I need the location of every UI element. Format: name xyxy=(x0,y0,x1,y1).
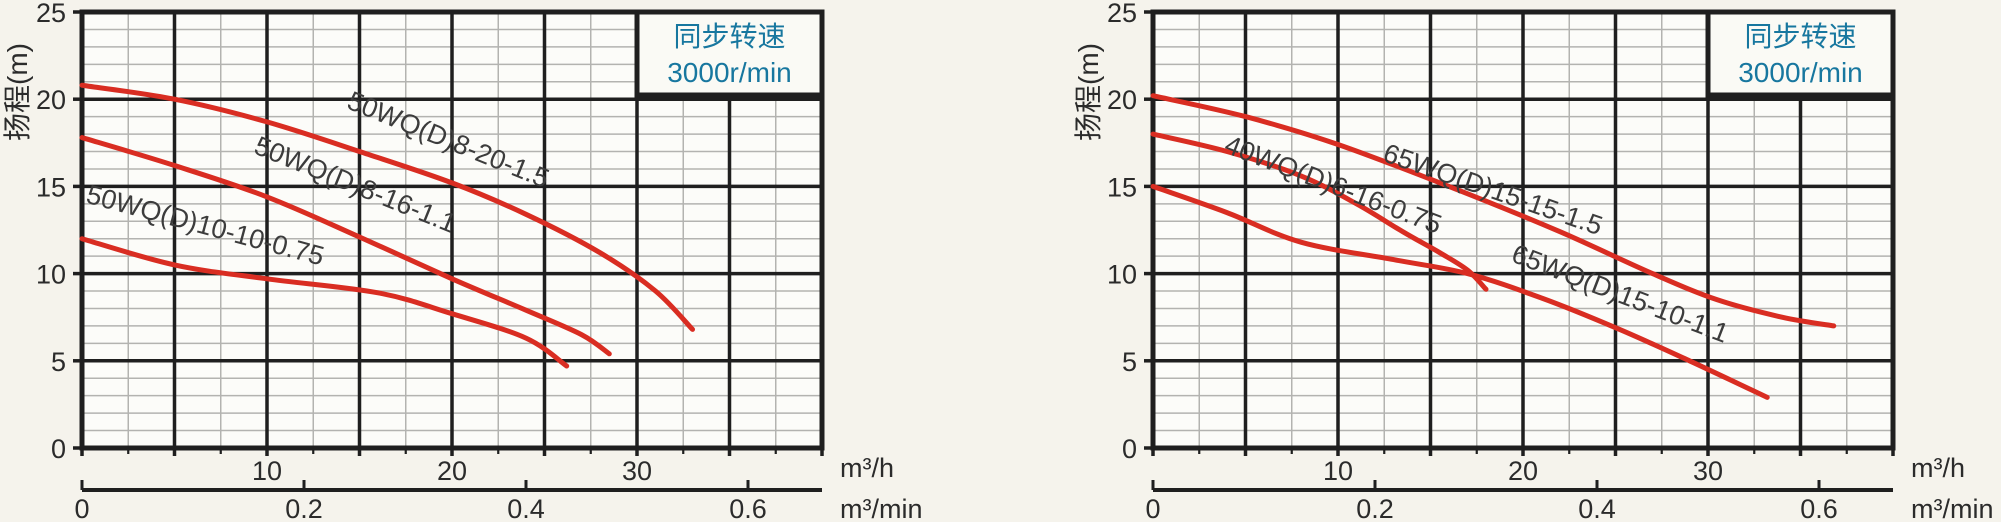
legend: 同步转速 3000r/min xyxy=(634,9,825,98)
secondary-tick-label: 0 xyxy=(74,494,89,522)
x-unit-primary-label: m³/h xyxy=(1911,453,1965,483)
secondary-tick-label: 0.2 xyxy=(1356,494,1394,522)
secondary-axis: 0 0.2 0.4 0.6 xyxy=(1145,480,1893,522)
legend-box xyxy=(1705,9,1896,98)
chart-right: 同步转速3000r/min65WQ(D)15-15-1.540WQ(D)6-16… xyxy=(1073,0,1994,522)
plot-border xyxy=(1150,9,1896,451)
x-tick-label: 10 xyxy=(252,456,282,486)
y-axis-title: 扬程(m) xyxy=(1073,43,1104,141)
legend-rpm-label: 3000r/min xyxy=(1738,57,1863,88)
y-tick-label: 0 xyxy=(1122,434,1137,464)
secondary-tick-label: 0 xyxy=(1145,494,1160,522)
pump-curve xyxy=(79,236,570,369)
secondary-tick-label: 0.2 xyxy=(285,494,323,522)
y-tick-label: 10 xyxy=(36,260,66,290)
secondary-axis: 0 0.2 0.4 0.6 xyxy=(74,480,822,522)
pump-curve xyxy=(79,135,612,357)
pump-curve xyxy=(1150,131,1489,292)
legend-sync-speed-label: 同步转速 xyxy=(673,21,785,52)
x-tick-label: 20 xyxy=(437,456,467,486)
major-grid xyxy=(1144,10,1893,450)
x-tick-label: 30 xyxy=(1693,456,1723,486)
pump-curve xyxy=(1150,183,1770,400)
x-unit-secondary-label: m³/min xyxy=(1911,494,1994,522)
secondary-tick-label: 0.4 xyxy=(507,494,545,522)
x-tick-label: 10 xyxy=(1323,456,1353,486)
y-axis-title: 扬程(m) xyxy=(2,43,33,141)
x-tick-label: 20 xyxy=(1508,456,1538,486)
secondary-tick-label: 0.6 xyxy=(729,494,767,522)
x-unit-secondary-label: m³/min xyxy=(840,494,923,522)
pump-curve xyxy=(1150,93,1837,329)
pump-curve xyxy=(79,82,695,332)
legend: 同步转速 3000r/min xyxy=(1705,9,1896,98)
y-tick-label: 0 xyxy=(51,434,66,464)
y-tick-label: 10 xyxy=(1107,260,1137,290)
x-tick-label: 30 xyxy=(622,456,652,486)
y-tick-label: 5 xyxy=(1122,347,1137,377)
plot-border xyxy=(79,9,825,451)
y-tick-label: 5 xyxy=(51,347,66,377)
y-tick-label: 25 xyxy=(36,0,66,28)
legend-rpm-label: 3000r/min xyxy=(667,57,792,88)
y-tick-label: 15 xyxy=(36,172,66,202)
legend-sync-speed-label: 同步转速 xyxy=(1744,21,1856,52)
legend-box xyxy=(634,9,825,98)
pump-curves xyxy=(79,82,695,369)
chart-left: 同步转速3000r/min50WQ(D)8-20-1.550WQ(D)8-16-… xyxy=(2,0,923,522)
pump-curves xyxy=(1150,93,1837,400)
y-tick-label: 15 xyxy=(1107,172,1137,202)
y-tick-label: 25 xyxy=(1107,0,1137,28)
x-unit-primary-label: m³/h xyxy=(840,453,894,483)
secondary-tick-label: 0.6 xyxy=(1800,494,1838,522)
y-tick-label: 20 xyxy=(36,85,66,115)
major-grid xyxy=(73,10,822,450)
secondary-tick-label: 0.4 xyxy=(1578,494,1616,522)
y-tick-label: 20 xyxy=(1107,85,1137,115)
